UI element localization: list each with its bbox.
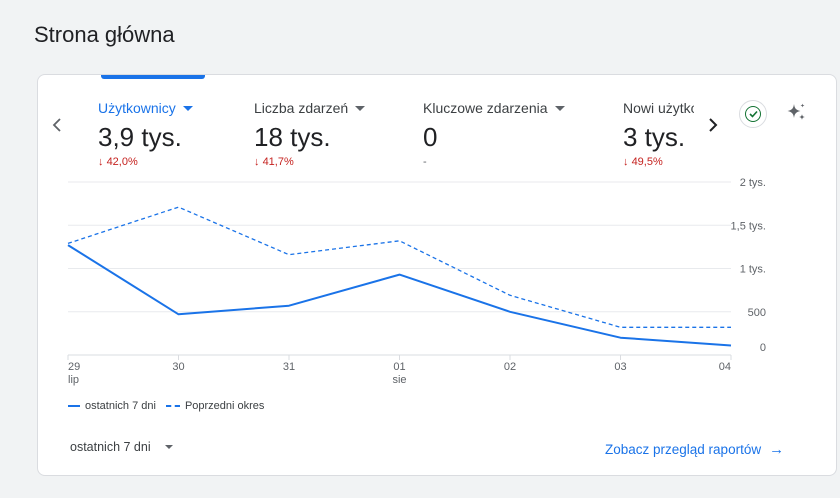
- metric-tab-new-users[interactable]: Nowi użytkownicy 3 tys. ↓ 49,5%: [623, 99, 694, 168]
- y-tick-label: 1 tys.: [740, 264, 766, 276]
- caret-down-icon: [182, 106, 193, 111]
- metric-value: 3,9 tys.: [98, 122, 182, 152]
- active-metric-indicator: [101, 75, 205, 79]
- view-reports-label: Zobacz przegląd raportów: [605, 442, 762, 457]
- x-tick-label: 30: [172, 361, 184, 373]
- metric-label: Użytkownicy: [98, 100, 176, 116]
- legend-item-previous: Poprzedni okres: [165, 400, 264, 412]
- y-tick-label: 2 tys.: [740, 177, 766, 189]
- x-tick-label: 02: [504, 361, 516, 373]
- metric-label: Nowi użytkownicy: [623, 100, 694, 116]
- page-title: Strona główna: [34, 22, 175, 47]
- metric-tab-users[interactable]: Użytkownicy 3,9 tys. ↓ 42,0%: [98, 99, 268, 168]
- metric-change: -: [423, 156, 427, 168]
- legend-swatch-solid: [68, 405, 80, 407]
- chevron-right-icon[interactable]: [702, 113, 724, 137]
- metric-tab-key-events[interactable]: Kluczowe zdarzenia 0 -: [423, 99, 593, 168]
- x-tick-sublabel: sie: [392, 374, 406, 386]
- x-tick-label: 04: [719, 361, 731, 373]
- date-range-label: ostatnich 7 dni: [70, 440, 151, 454]
- x-tick-label: 03: [614, 361, 626, 373]
- legend-swatch-dashed: [165, 405, 180, 407]
- check-circle-icon: [745, 106, 761, 122]
- metric-label: Kluczowe zdarzenia: [423, 100, 548, 116]
- chevron-left-icon[interactable]: [46, 113, 68, 137]
- arrow-down-icon: ↓: [254, 156, 260, 168]
- metric-value: 3 tys.: [623, 122, 686, 152]
- caret-down-icon: [355, 106, 366, 111]
- caret-down-icon: [164, 445, 173, 449]
- legend-item-current: ostatnich 7 dni: [68, 400, 156, 412]
- chart-legend: ostatnich 7 dni Poprzedni okres: [68, 400, 274, 412]
- date-range-dropdown[interactable]: ostatnich 7 dni: [70, 440, 173, 454]
- x-tick-sublabel: lip: [68, 374, 79, 386]
- metric-label: Liczba zdarzeń: [254, 100, 349, 116]
- arrow-down-icon: ↓: [623, 156, 629, 168]
- metric-tabs: Użytkownicy 3,9 tys. ↓ 42,0% Liczba zdar…: [98, 99, 694, 179]
- sparkle-icon[interactable]: [782, 99, 810, 127]
- metric-value: 0: [423, 122, 438, 152]
- series-line-current: [67, 244, 732, 347]
- x-tick-label: 29: [68, 361, 80, 373]
- check-status-button[interactable]: [739, 100, 767, 128]
- metric-change: ↓ 42,0%: [98, 156, 138, 168]
- metric-value: 18 tys.: [254, 122, 331, 152]
- metric-change: ↓ 49,5%: [623, 156, 663, 168]
- y-tick-label: 0: [760, 342, 766, 354]
- y-tick-label: 1,5 tys.: [731, 220, 766, 232]
- metric-tab-events[interactable]: Liczba zdarzeń 18 tys. ↓ 41,7%: [254, 99, 424, 168]
- metric-change: ↓ 41,7%: [254, 156, 294, 168]
- y-tick-label: 500: [748, 307, 766, 319]
- view-reports-link[interactable]: Zobacz przegląd raportów →: [605, 441, 784, 458]
- overview-card: Użytkownicy 3,9 tys. ↓ 42,0% Liczba zdar…: [37, 74, 837, 476]
- arrow-down-icon: ↓: [98, 156, 104, 168]
- x-tick-label: 01: [393, 361, 405, 373]
- arrow-right-icon: →: [769, 441, 785, 458]
- caret-down-icon: [554, 106, 565, 111]
- x-tick-label: 31: [283, 361, 295, 373]
